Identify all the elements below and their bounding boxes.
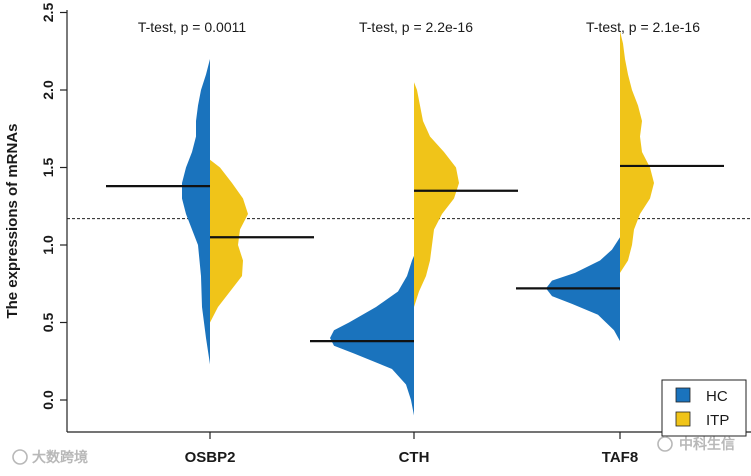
- y-ticks: 0.0 0.5 1.0 1.5 2.0 2.5: [40, 3, 67, 410]
- violin-itp-osbp2: [210, 159, 248, 323]
- violin-hc-osbp2: [182, 59, 210, 365]
- watermark-right-icon: [657, 436, 673, 452]
- test-label-osbp2: T-test, p = 0.0011: [138, 19, 247, 35]
- legend-box: [661, 379, 747, 437]
- violin-hc-cth: [330, 255, 414, 416]
- y-tick-label: 2.0: [40, 80, 56, 100]
- category-label-taf8: TAF8: [602, 449, 638, 466]
- violin-itp-taf8: [620, 31, 654, 273]
- category-label-osbp2: OSBP2: [185, 449, 236, 466]
- watermark-left: 大数跨境: [12, 449, 88, 465]
- y-axis-label: The expressions of mRNAs: [4, 123, 21, 318]
- legend: HC ITP: [661, 379, 747, 437]
- watermark-right: 中科生信: [657, 436, 735, 452]
- violin-itp-cth: [414, 82, 459, 307]
- category-label-cth: CTH: [399, 449, 430, 466]
- watermark-right-text: 中科生信: [679, 436, 735, 452]
- legend-label-itp: ITP: [706, 412, 729, 429]
- y-tick-label: 0.0: [40, 390, 56, 410]
- violins: [182, 31, 654, 416]
- legend-label-hc: HC: [706, 388, 728, 405]
- watermark-left-text: 大数跨境: [32, 449, 88, 465]
- legend-swatch-itp: [675, 411, 691, 427]
- median-lines: [106, 164, 724, 343]
- watermark-left-icon: [12, 449, 28, 465]
- x-ticks: [209, 432, 621, 439]
- y-tick-label: 0.5: [40, 313, 56, 333]
- y-tick-label: 2.5: [40, 3, 56, 23]
- legend-swatch-hc: [675, 387, 691, 403]
- y-tick-label: 1.0: [40, 235, 56, 255]
- test-label-taf8: T-test, p = 2.1e-16: [586, 19, 700, 35]
- test-label-cth: T-test, p = 2.2e-16: [359, 19, 473, 35]
- y-tick-label: 1.5: [40, 158, 56, 178]
